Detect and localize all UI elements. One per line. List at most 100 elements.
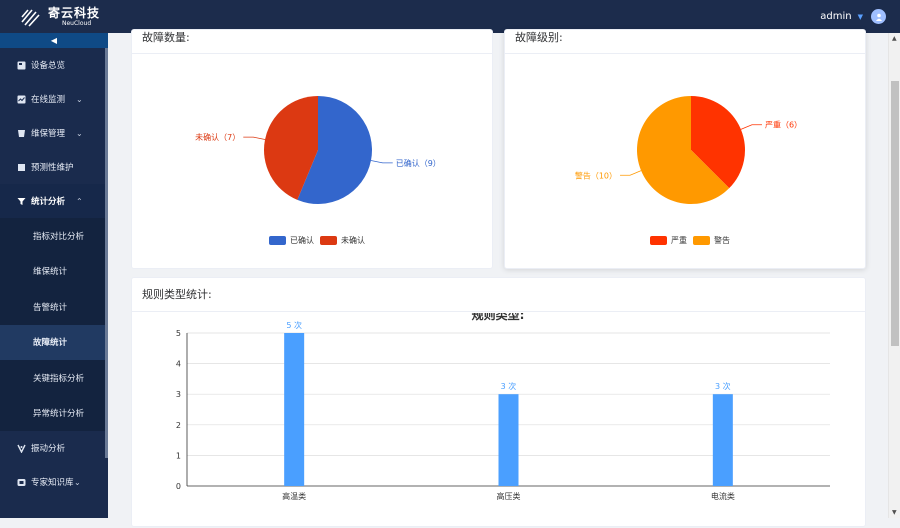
fault-level-pie-chart: 严重（6） 警告（10） <box>575 96 802 204</box>
caret-left-icon: ◀ <box>50 36 58 45</box>
pie-slice-label: 未确认（7） <box>195 132 240 142</box>
monitor-icon <box>16 94 26 104</box>
chevron-up-icon: ⌃ <box>76 196 83 206</box>
legend-item[interactable]: 未确认 <box>320 235 365 246</box>
collapse-sidebar-button[interactable]: ◀ <box>0 33 108 48</box>
sidebar-subitem-label: 指标对比分析 <box>33 231 85 242</box>
sidebar-item-overview[interactable]: 设备总览 <box>0 48 108 82</box>
x-tick-label: 高压类 <box>497 491 521 501</box>
bar-data-label: 3 次 <box>501 381 517 391</box>
legend-label: 警告 <box>714 236 730 245</box>
predict-icon <box>16 162 26 172</box>
pie-slice-label: 警告（10） <box>575 170 617 180</box>
chart-legend: 严重 警告 <box>650 235 736 246</box>
rule-type-card: 规则类型统计: 规则类型: 0 1 2 3 4 5 5 次高温类 3 次高压类 3 次电流类 <box>131 277 866 527</box>
y-tick-label: 0 <box>176 482 181 491</box>
y-tick-label: 4 <box>176 360 181 369</box>
bar-data-label: 5 次 <box>286 320 302 330</box>
sidebar-item-label: 统计分析 <box>31 197 66 207</box>
brand-logo[interactable]: 寄云科技 NeuCloud <box>0 6 100 28</box>
overview-icon <box>16 60 26 70</box>
pie-label-line <box>740 124 762 130</box>
chart-legend: 已确认 未确认 <box>269 235 371 246</box>
logo-icon <box>21 8 40 27</box>
page-scrollbar[interactable]: ▲ ▼ <box>888 33 900 518</box>
knowledge-icon <box>16 477 26 487</box>
sidebar-subitem[interactable]: 异常统计分析 <box>0 395 108 431</box>
legend-swatch <box>269 236 286 245</box>
sidebar-item-statistics[interactable]: 统计分析 ⌃ <box>0 184 108 218</box>
top-bar: 寄云科技 NeuCloud admin ▼ <box>0 0 900 33</box>
sidebar-subitem[interactable]: 维保统计 <box>0 253 108 289</box>
fault-level-card: 故障级别: 严重（6） 警告（10） 严重 警告 <box>504 29 866 269</box>
sidebar-item-label: 振动分析 <box>31 444 66 454</box>
sidebar-scrollbar[interactable] <box>105 48 108 458</box>
pie-slice[interactable] <box>637 96 730 204</box>
y-tick-label: 3 <box>176 390 181 399</box>
pie-label-line <box>620 170 642 176</box>
sidebar-subitem[interactable]: 告警统计 <box>0 289 108 325</box>
bar[interactable] <box>712 394 733 486</box>
filter-icon <box>16 196 26 206</box>
chevron-down-icon: ⌄ <box>76 128 83 138</box>
sidebar-subitem[interactable]: 指标对比分析 <box>0 218 108 254</box>
bar[interactable] <box>498 394 519 486</box>
sidebar-item-vibration[interactable]: 振动分析 <box>0 431 108 465</box>
sidebar-item-label: 在线监测 <box>31 95 66 105</box>
legend-label: 严重 <box>671 236 687 245</box>
sidebar-subitem[interactable]: 关键指标分析 <box>0 360 108 396</box>
maintenance-icon <box>16 128 26 138</box>
legend-item[interactable]: 警告 <box>693 235 730 246</box>
pie-slice[interactable] <box>691 96 745 189</box>
sidebar-subitem-label: 告警统计 <box>33 302 68 313</box>
legend-label: 已确认 <box>290 236 314 245</box>
legend-item[interactable]: 严重 <box>650 235 687 246</box>
sidebar-subitem-label: 维保统计 <box>33 267 68 278</box>
caret-down-icon: ▼ <box>857 12 863 21</box>
sidebar-item-label: 预测性维护 <box>31 163 74 173</box>
sidebar: ◀ 设备总览 在线监测 ⌄ 维保管理 ⌄ 预测性维护 统计分析 ⌃ 指标对比分析… <box>0 33 108 518</box>
brand-name-en: NeuCloud <box>62 19 92 27</box>
scrollbar-thumb[interactable] <box>891 81 899 346</box>
sidebar-subitem-label: 故障统计 <box>33 338 68 349</box>
sidebar-item-predictive[interactable]: 预测性维护 <box>0 150 108 184</box>
x-tick-label: 高温类 <box>282 491 306 501</box>
card-title: 故障数量: <box>132 30 492 54</box>
pie-slice[interactable] <box>264 96 318 200</box>
scroll-up-icon[interactable]: ▲ <box>892 35 897 42</box>
vibration-icon <box>16 443 26 453</box>
sidebar-subitem-label: 关键指标分析 <box>33 373 85 384</box>
fault-count-pie-chart: 已确认（9） 未确认（7） <box>195 96 441 204</box>
sidebar-item-label: 专家知识库 <box>31 478 74 488</box>
chevron-down-icon: ⌄ <box>74 477 81 487</box>
avatar[interactable] <box>871 9 886 24</box>
legend-item[interactable]: 已确认 <box>269 235 314 246</box>
chart-title: 规则类型: <box>472 313 525 322</box>
sidebar-item-label: 维保管理 <box>31 129 66 139</box>
bar-data-label: 3 次 <box>715 381 731 391</box>
user-icon <box>875 13 882 21</box>
sidebar-subitem-label: 异常统计分析 <box>33 409 85 420</box>
pie-slice[interactable] <box>297 96 372 204</box>
sidebar-item-maintenance[interactable]: 维保管理 ⌄ <box>0 116 108 150</box>
pie-label-line <box>370 160 393 164</box>
legend-swatch <box>320 236 337 245</box>
y-tick-label: 5 <box>176 329 181 338</box>
bar[interactable] <box>284 333 305 486</box>
y-tick-label: 1 <box>176 451 181 460</box>
username: admin <box>820 11 852 22</box>
user-menu[interactable]: admin ▼ <box>820 9 900 24</box>
sidebar-item-knowledge[interactable]: 专家知识库 ⌄ <box>0 465 108 499</box>
sidebar-item-label: 设备总览 <box>31 61 66 71</box>
sidebar-item-monitor[interactable]: 在线监测 ⌄ <box>0 82 108 116</box>
pie-slice-label: 已确认（9） <box>396 158 441 168</box>
brand-name: 寄云科技 <box>48 5 101 20</box>
y-tick-label: 2 <box>176 421 181 430</box>
scroll-down-icon[interactable]: ▼ <box>892 509 897 516</box>
sidebar-subitem-active[interactable]: 故障统计 <box>0 324 108 360</box>
pie-slice-label: 严重（6） <box>765 120 802 130</box>
legend-label: 未确认 <box>341 236 365 245</box>
card-title: 规则类型统计: <box>132 278 865 312</box>
legend-swatch <box>693 236 710 245</box>
